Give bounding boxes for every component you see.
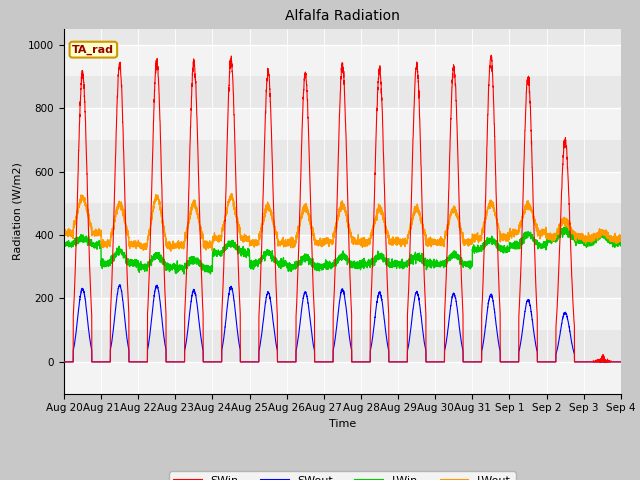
LWin	[160, 261, 168, 267]
Bar	[64, 362, 621, 394]
SWin	[160, 263, 168, 268]
LWout	[436, 241, 444, 247]
Bar	[64, 235, 621, 267]
LWout	[468, 237, 476, 242]
LWin	[499, 250, 507, 255]
Bar	[64, 108, 621, 140]
LWout	[60, 230, 68, 236]
LWin	[563, 224, 570, 229]
Y-axis label: Radiation (W/m2): Radiation (W/m2)	[13, 162, 22, 260]
SWout	[617, 359, 625, 365]
LWin	[322, 257, 330, 263]
Line: SWout: SWout	[64, 285, 621, 362]
SWin	[616, 359, 624, 365]
Legend: SWin, SWout, LWin, LWout: SWin, SWout, LWin, LWout	[170, 471, 515, 480]
Line: LWin: LWin	[64, 227, 621, 274]
LWin	[180, 271, 188, 277]
SWout	[616, 359, 624, 365]
SWout	[322, 359, 330, 365]
LWin	[436, 260, 444, 266]
SWout	[161, 336, 168, 341]
LWin	[60, 241, 68, 247]
SWin	[499, 359, 507, 365]
Bar	[64, 171, 621, 203]
LWout	[227, 191, 235, 196]
Title: Alfalfa Radiation: Alfalfa Radiation	[285, 10, 400, 24]
SWin	[488, 52, 495, 58]
Text: TA_rad: TA_rad	[72, 45, 115, 55]
SWin	[467, 359, 475, 365]
SWin	[322, 359, 330, 365]
SWin	[60, 359, 68, 365]
LWin	[617, 240, 625, 246]
LWout	[617, 239, 625, 244]
LWin	[467, 265, 475, 271]
LWout	[499, 238, 507, 243]
SWout	[499, 359, 507, 365]
SWout	[116, 282, 124, 288]
Line: SWin: SWin	[64, 55, 621, 362]
SWout	[467, 359, 475, 365]
SWin	[617, 359, 625, 365]
Bar	[64, 45, 621, 76]
LWout	[160, 229, 168, 235]
SWin	[436, 359, 444, 365]
Bar	[64, 299, 621, 330]
LWin	[616, 240, 624, 246]
Line: LWout: LWout	[64, 193, 621, 251]
LWout	[616, 238, 624, 243]
SWout	[60, 359, 68, 365]
LWout	[322, 239, 330, 244]
X-axis label: Time: Time	[329, 419, 356, 429]
LWout	[167, 248, 175, 254]
SWout	[436, 359, 444, 365]
